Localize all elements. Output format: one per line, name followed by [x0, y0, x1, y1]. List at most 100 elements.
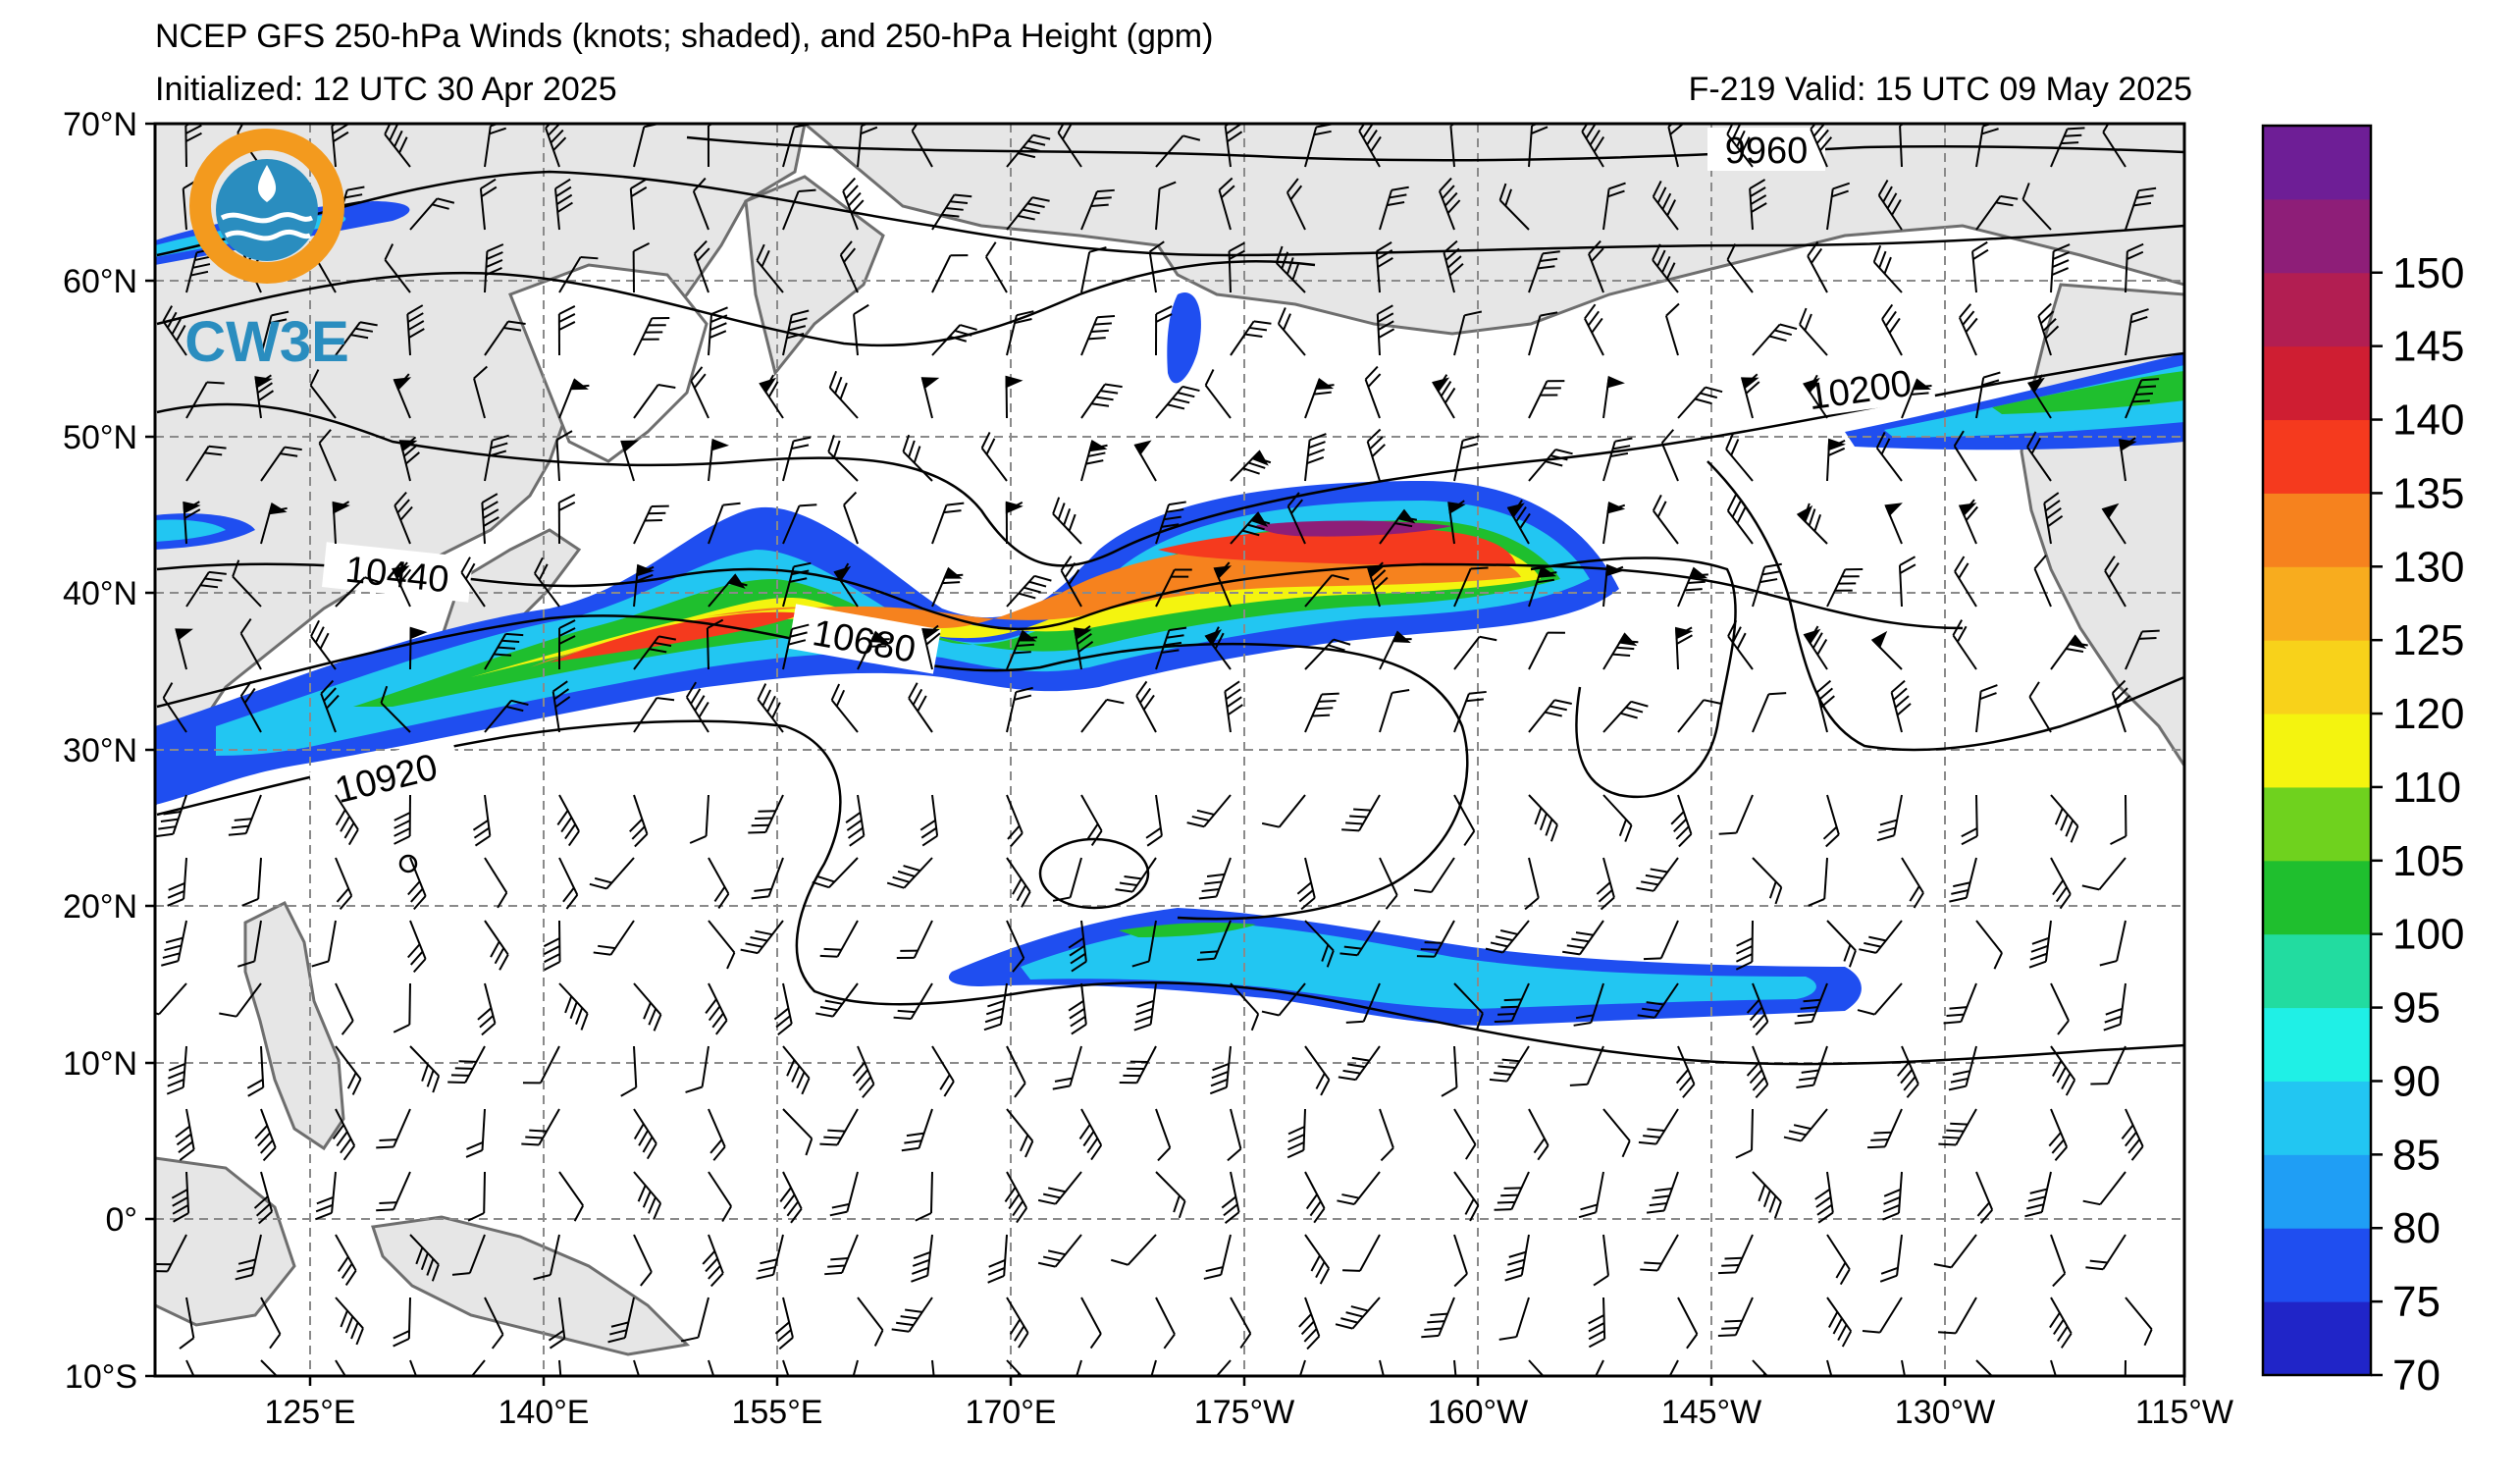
wind-barb	[2037, 302, 2060, 356]
wind-barb	[1652, 494, 1679, 545]
colorbar-tick-label: 120	[2392, 690, 2464, 738]
wind-barb	[254, 374, 275, 419]
wind-barb	[1859, 920, 1903, 954]
wind-barb	[782, 623, 810, 670]
wind-barb	[376, 1171, 411, 1212]
wind-barb	[1881, 303, 1903, 356]
wind-barb	[1379, 185, 1409, 231]
wind-barb	[1562, 920, 1604, 956]
wind-barb	[2048, 1108, 2069, 1161]
colorbar-cell	[2263, 566, 2371, 641]
wind-barb	[629, 179, 648, 231]
wind-barb	[394, 794, 411, 845]
wind-barb	[335, 794, 359, 846]
wind-barb	[1961, 794, 1978, 846]
wind-barb	[557, 494, 576, 545]
wind-barb	[1826, 182, 1851, 231]
wind-barb	[708, 438, 730, 482]
wind-barb	[1752, 323, 1798, 356]
wind-barb	[311, 920, 337, 968]
wind-barb	[1588, 239, 1604, 293]
wind-barb	[633, 563, 655, 608]
wind-barb	[1897, 1045, 1919, 1098]
wind-barb	[1441, 1045, 1458, 1097]
wind-barb	[1954, 556, 1977, 608]
wind-barb	[1227, 1108, 1242, 1162]
wind-barb	[393, 1297, 411, 1348]
wind-barb	[1498, 1297, 1530, 1341]
wind-barb	[241, 857, 262, 907]
logo-text: CW3E	[184, 310, 349, 374]
contour-labels: 9960 10200 10440 10680 10920	[308, 128, 1936, 817]
wind-barb	[335, 1045, 362, 1095]
wind-barb	[553, 178, 573, 231]
wind-barb	[1155, 1171, 1186, 1219]
wind-barb	[1364, 365, 1382, 419]
wind-barb	[1453, 1108, 1477, 1160]
wind-barb	[774, 1297, 794, 1351]
wind-barb	[2021, 183, 2052, 231]
wind-barb	[1379, 857, 1398, 910]
wind-barb	[685, 1045, 709, 1093]
wind-barb	[472, 794, 492, 847]
wind-barb	[406, 304, 425, 356]
wind-barb	[239, 617, 262, 670]
wind-barb	[394, 491, 413, 545]
wind-barb	[1677, 1297, 1699, 1350]
wind-barb	[828, 370, 859, 419]
wind-barb	[782, 1108, 814, 1156]
colorbar-tick-label: 125	[2392, 616, 2464, 664]
wind-barb	[558, 619, 576, 670]
wind-barb	[1004, 1171, 1028, 1224]
wind-barb	[685, 681, 709, 733]
wind-barb	[620, 440, 639, 482]
wind-barb	[1528, 380, 1565, 419]
wind-barb	[2050, 634, 2088, 670]
wind-barb	[893, 982, 933, 1021]
wind-barb	[155, 1234, 187, 1273]
wind-barb	[1826, 568, 1864, 608]
wind-barb	[1375, 241, 1393, 293]
wind-barb	[1752, 857, 1783, 905]
longitude-labels: 125°E 140°E 155°E 170°E 175°W 160°W 145°…	[264, 1394, 2232, 1431]
wind-barb	[1080, 188, 1115, 231]
wind-barb	[620, 1045, 638, 1097]
wind-barb	[558, 1359, 564, 1376]
wind-barb	[1304, 433, 1327, 482]
wind-barb	[1602, 501, 1626, 545]
wind-barb	[409, 1045, 441, 1093]
wind-barb	[179, 1297, 195, 1350]
wind-barb	[1006, 794, 1024, 848]
wind-barb	[1304, 1234, 1331, 1285]
wind-barb	[548, 1297, 566, 1350]
wind-barb	[1230, 1297, 1252, 1350]
wind-barb	[708, 857, 730, 910]
wind-barb	[335, 857, 353, 910]
wind-barb	[1432, 374, 1456, 419]
wind-barb	[1803, 625, 1828, 670]
wind-barb	[451, 1234, 486, 1276]
wind-barb	[1652, 243, 1679, 293]
wind-barb	[1528, 794, 1558, 842]
wind-barb	[1602, 700, 1649, 733]
wind-barb	[335, 982, 354, 1035]
wind-barb	[1528, 631, 1565, 670]
wind-barb	[557, 305, 576, 356]
logo-drop-icon	[257, 165, 277, 202]
wind-barb	[1949, 857, 1977, 903]
wind-barb	[1133, 440, 1157, 482]
wind-barb	[315, 1171, 337, 1221]
wind-barb	[171, 1171, 190, 1223]
wind-barb	[1453, 794, 1476, 847]
wind-barb	[521, 1108, 560, 1146]
wind-barb	[896, 920, 933, 960]
wind-barb	[1602, 794, 1633, 842]
wind-barb	[1221, 1171, 1240, 1224]
wind-barb	[467, 1171, 486, 1222]
contour-east-loop	[1530, 556, 1737, 799]
wind-barb	[175, 1108, 195, 1161]
wind-barb	[1006, 686, 1033, 733]
lon-label: 160°W	[1428, 1394, 1528, 1431]
wind-barb	[931, 566, 964, 608]
wind-barb	[1080, 1297, 1102, 1350]
